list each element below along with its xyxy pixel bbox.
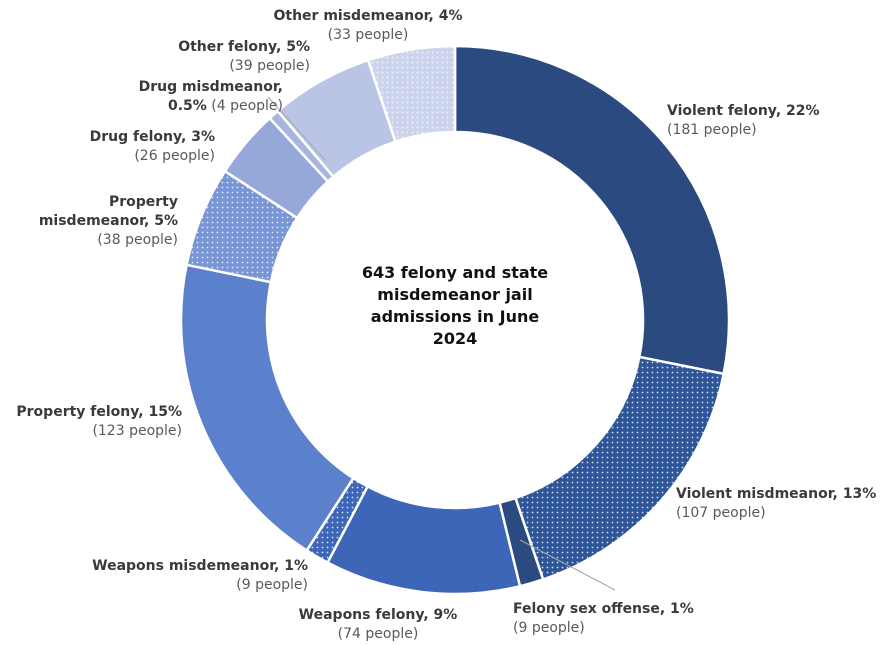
category-label: Violent misdmeanor, 13%	[676, 486, 877, 502]
slice-label: Felony sex offense, 1% (9 people)	[513, 600, 733, 638]
value-label: (39 people)	[229, 58, 310, 74]
category-label: Other misdemeanor, 4%	[273, 8, 463, 24]
category-label: Drug felony, 3%	[89, 129, 215, 145]
value-label: (9 people)	[236, 577, 308, 593]
category-label: Property misdemeanor, 5%	[38, 194, 178, 229]
slice-label: Property felony, 15% (123 people)	[2, 403, 182, 441]
value-label: (123 people)	[92, 423, 182, 439]
category-label: Felony sex offense, 1%	[513, 601, 694, 617]
slice	[179, 263, 356, 553]
slice	[366, 44, 457, 144]
slice-label: Other misdemeanor, 4% (33 people)	[268, 7, 468, 45]
value-label: (181 people)	[667, 122, 757, 138]
value-label: (74 people)	[337, 626, 419, 642]
leader-line	[267, 96, 326, 161]
value-label: (9 people)	[513, 620, 585, 636]
slice-label: Drug misdmeanor, 0.5% (4 people)	[100, 78, 283, 116]
slice	[453, 44, 731, 376]
value-label: (107 people)	[676, 505, 766, 521]
slice-label: Other felony, 5% (39 people)	[90, 38, 310, 76]
slice-label: Weapons misdemeanor, 1% (9 people)	[88, 557, 308, 595]
slice-label: Property misdemeanor, 5% (38 people)	[0, 193, 178, 250]
value-label: (38 people)	[97, 232, 178, 248]
slice-label: Weapons felony, 9% (74 people)	[278, 606, 478, 644]
value-label: (26 people)	[134, 148, 215, 164]
leader-line	[519, 539, 616, 591]
slice-label: Drug felony, 3% (26 people)	[40, 128, 215, 166]
category-label: Property felony, 15%	[16, 404, 182, 420]
slice-label: Violent felony, 22% (181 people)	[667, 102, 887, 140]
category-label: Weapons felony, 9%	[298, 607, 458, 623]
slice	[513, 355, 726, 582]
category-label: Other felony, 5%	[178, 39, 310, 55]
category-label: Drug misdmeanor, 0.5%	[138, 79, 283, 114]
value-label: (4 people)	[211, 98, 283, 114]
value-label: (33 people)	[327, 27, 409, 43]
center-text: 643 felony and state misdemeanor jail ad…	[361, 263, 549, 348]
slice-label: Violent misdmeanor, 13% (107 people)	[676, 485, 891, 523]
category-label: Violent felony, 22%	[667, 103, 820, 119]
category-label: Weapons misdemeanor, 1%	[92, 558, 308, 574]
